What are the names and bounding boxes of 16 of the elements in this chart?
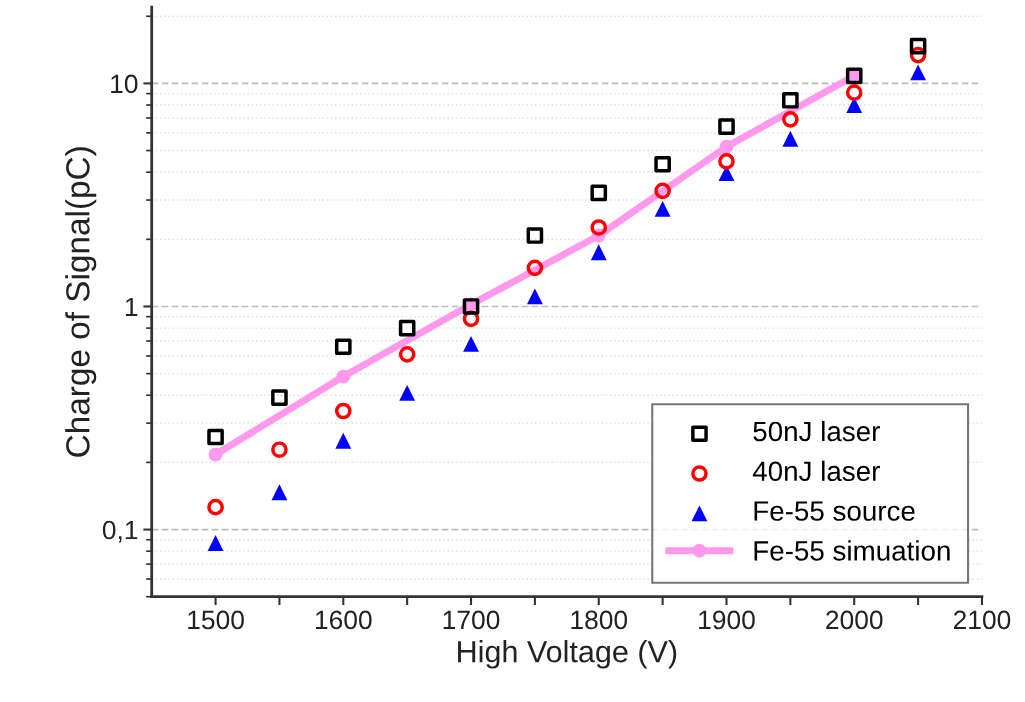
legend-label: Fe-55 source <box>754 501 915 521</box>
legend-label: Fe-55 simuation <box>754 540 950 561</box>
x-tick-label: 1800 <box>571 610 628 630</box>
x-tick-label: 1500 <box>188 610 244 630</box>
y-tick-label: 0,1 <box>102 520 138 543</box>
x-tick-label: 1900 <box>699 610 755 630</box>
x-tick-label: 1600 <box>315 610 372 630</box>
y-tick-label: 1 <box>125 297 138 317</box>
x-axis-title: High Voltage (V) <box>458 640 677 669</box>
y-axis-title: Charge of Signal(pC) <box>65 147 97 457</box>
x-tick-label: 2100 <box>953 610 1011 630</box>
x-tick-label: 1700 <box>443 610 500 630</box>
y-tick-label: 10 <box>111 74 138 94</box>
legend-label: 40nJ laser <box>752 460 880 482</box>
x-tick-label: 2000 <box>826 610 883 630</box>
legend-label: 50nJ laser <box>753 420 880 442</box>
